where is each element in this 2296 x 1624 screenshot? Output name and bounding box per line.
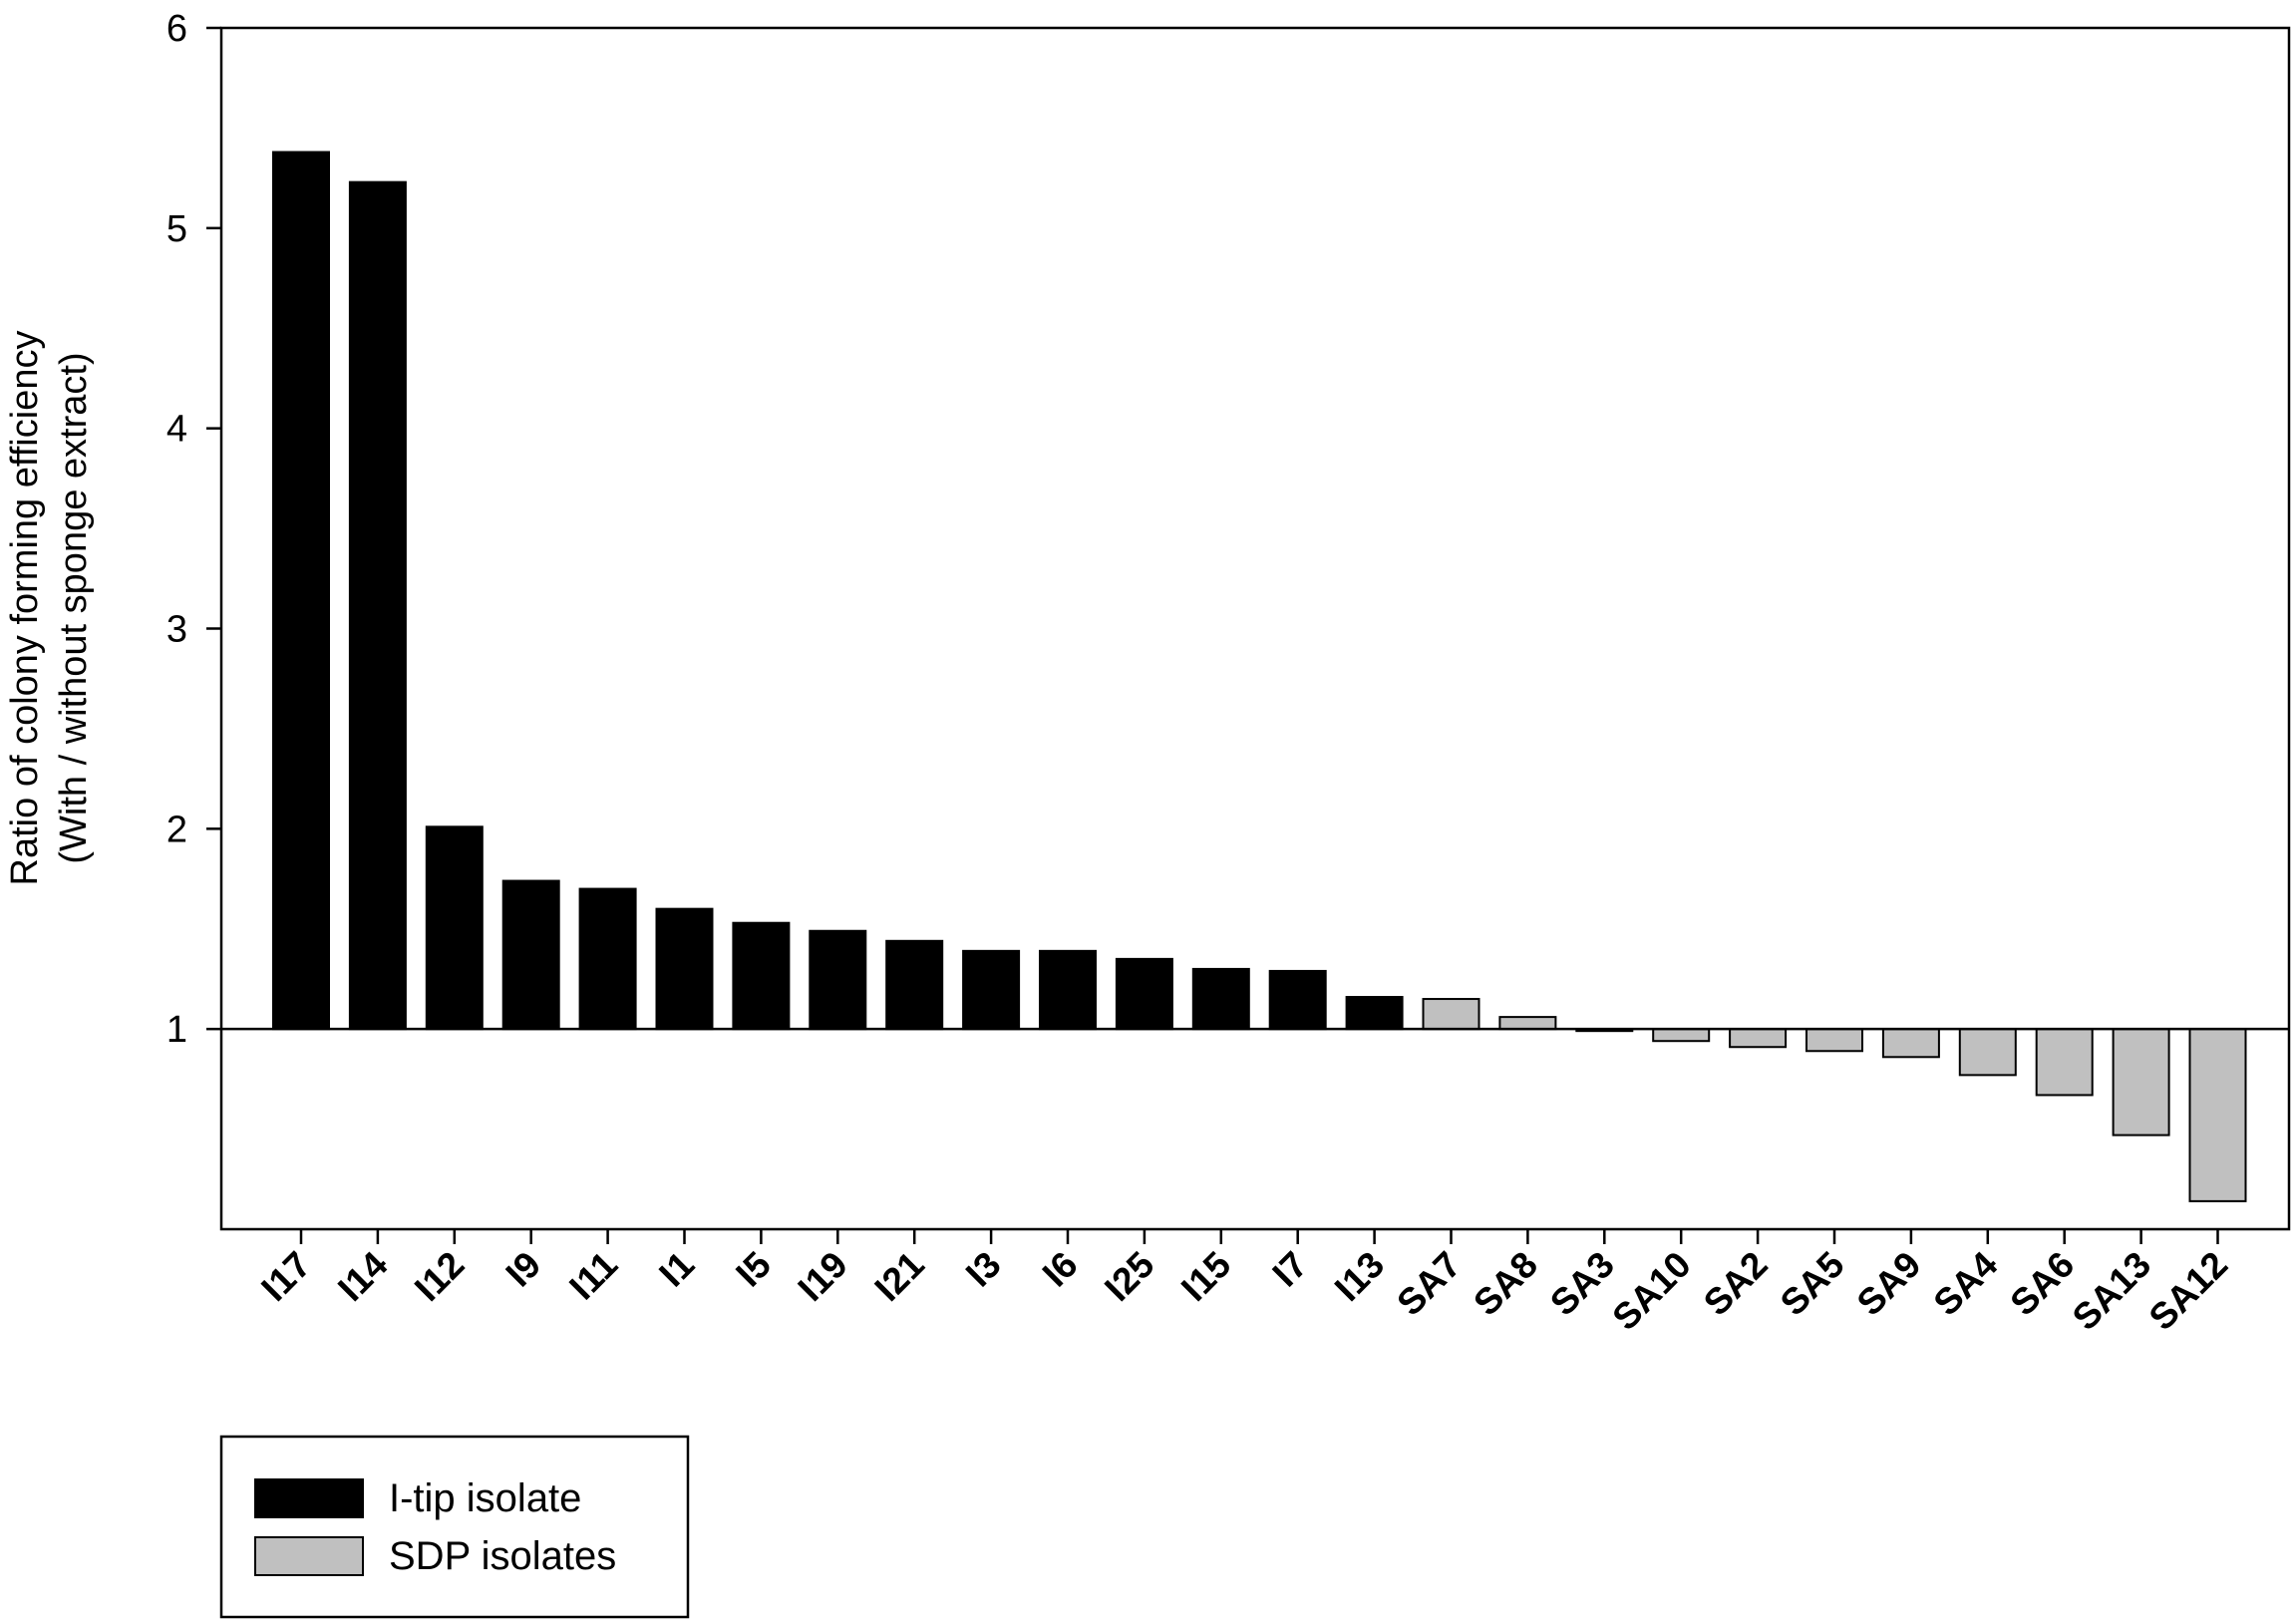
bar-i5 bbox=[732, 921, 791, 1031]
bar-sa8 bbox=[1498, 1016, 1557, 1031]
y-tick-label-2: 2 bbox=[166, 809, 187, 850]
x-tick-label-sa2: SA2 bbox=[1696, 1244, 1776, 1324]
bar-i15 bbox=[1191, 967, 1250, 1031]
x-tick-label-sa13: SA13 bbox=[2065, 1244, 2158, 1338]
x-tick-label-sa9: SA9 bbox=[1849, 1244, 1929, 1324]
y-axis: 1 2 3 4 5 6 bbox=[166, 8, 221, 1051]
x-tick-label-i7: I7 bbox=[1265, 1244, 1316, 1295]
bar-sa7 bbox=[1422, 998, 1480, 1031]
x-axis: I17 I14 I12 I9 I11 I1 I5 I19 I21 I3 I6 I25 I15 I7 I13S… bbox=[253, 1229, 2235, 1338]
x-tick-label-sa7: SA7 bbox=[1389, 1244, 1469, 1324]
bar-sa13 bbox=[2112, 1028, 2170, 1137]
bar-i13 bbox=[1345, 996, 1404, 1031]
x-tick-label-i15: I15 bbox=[1173, 1244, 1238, 1309]
legend-swatch-i-tip-isolate bbox=[254, 1478, 364, 1518]
x-tick-label-i1: I1 bbox=[651, 1244, 702, 1295]
y-tick-label-5: 5 bbox=[166, 208, 187, 250]
legend-swatch-sdp-isolates bbox=[254, 1536, 364, 1576]
x-tick-label-i14: I14 bbox=[330, 1243, 396, 1309]
bar-i21 bbox=[885, 939, 944, 1031]
bar-i25 bbox=[1115, 957, 1173, 1031]
y-axis-title-line-1: Ratio of colony forming efficiency bbox=[4, 331, 46, 886]
bar-sa2 bbox=[1729, 1028, 1788, 1049]
y-tick-label-6: 6 bbox=[166, 8, 187, 50]
bar-i6 bbox=[1039, 949, 1097, 1031]
y-axis-title-line-2: (With / without sponge extract) bbox=[53, 352, 95, 863]
bar-sa5 bbox=[1805, 1028, 1863, 1053]
bar-i9 bbox=[501, 879, 560, 1031]
y-tick-label-4: 4 bbox=[166, 409, 187, 451]
bar-i1 bbox=[655, 907, 714, 1031]
x-tick-label-i21: I21 bbox=[866, 1244, 931, 1309]
bar-i11 bbox=[578, 887, 637, 1031]
legend-frame bbox=[219, 1435, 690, 1619]
bar-i19 bbox=[809, 929, 867, 1031]
legend-label-i-tip-isolate: I-tip isolate bbox=[389, 1476, 581, 1520]
y-tick-label-3: 3 bbox=[166, 609, 187, 651]
x-tick-label-i9: I9 bbox=[498, 1244, 549, 1295]
x-tick-label-i25: I25 bbox=[1097, 1244, 1161, 1309]
bar-sa6 bbox=[2035, 1028, 2094, 1097]
x-tick-label-i3: I3 bbox=[958, 1244, 1009, 1295]
bar-sa4 bbox=[1958, 1028, 2017, 1077]
legend-label-sdp-isolates: SDP isolates bbox=[389, 1534, 616, 1578]
bars-group bbox=[272, 151, 2247, 1202]
bar-i7 bbox=[1268, 969, 1327, 1031]
legend: I-tip isolate SDP isolates bbox=[219, 1435, 690, 1619]
x-tick-label-sa10: SA10 bbox=[1604, 1244, 1698, 1338]
x-tick-label-sa8: SA8 bbox=[1466, 1244, 1545, 1324]
x-tick-label-i17: I17 bbox=[253, 1244, 318, 1309]
x-tick-label-i13: I13 bbox=[1327, 1244, 1392, 1309]
x-tick-label-sa4: SA4 bbox=[1926, 1243, 2006, 1323]
bar-sa10 bbox=[1652, 1028, 1711, 1043]
x-tick-label-sa12: SA12 bbox=[2141, 1244, 2235, 1338]
bar-i14 bbox=[348, 180, 407, 1031]
x-tick-label-i11: I11 bbox=[561, 1244, 625, 1308]
x-tick-label-i19: I19 bbox=[791, 1244, 855, 1309]
bar-i3 bbox=[962, 949, 1021, 1031]
bar-sa9 bbox=[1881, 1028, 1940, 1059]
x-tick-label-i6: I6 bbox=[1035, 1244, 1086, 1295]
bar-sa12 bbox=[2188, 1028, 2247, 1202]
x-tick-label-i12: I12 bbox=[407, 1244, 472, 1309]
bar-i12 bbox=[425, 825, 484, 1031]
x-tick-label-sa5: SA5 bbox=[1773, 1244, 1852, 1324]
y-tick-label-1: 1 bbox=[166, 1009, 187, 1051]
x-tick-label-i5: I5 bbox=[728, 1244, 779, 1295]
bar-i17 bbox=[272, 151, 330, 1031]
